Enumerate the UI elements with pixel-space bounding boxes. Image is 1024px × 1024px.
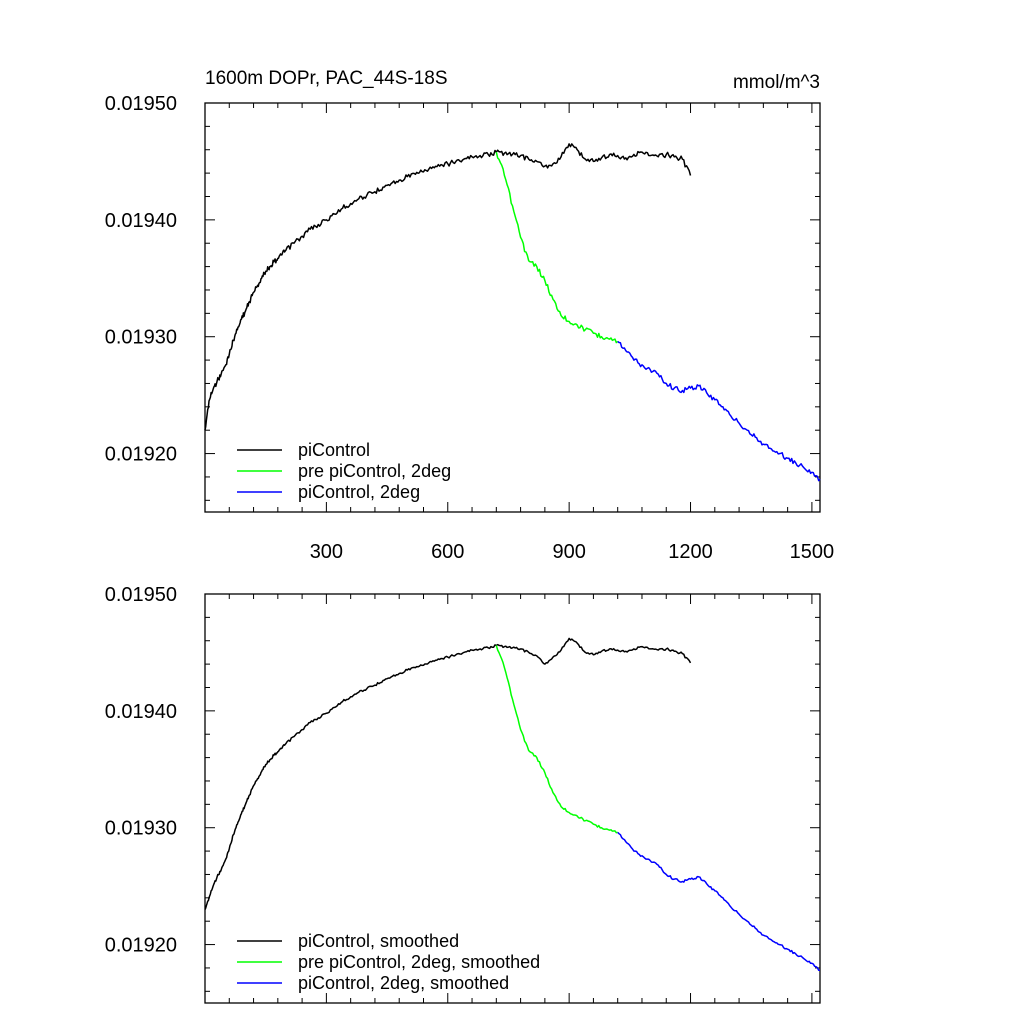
x-tick-label: 1200 <box>668 541 713 563</box>
legend: piControl pre piControl, 2deg piControl,… <box>237 440 451 502</box>
legend-label: piControl, smoothed <box>298 931 459 951</box>
y-tick-label: 0.01920 <box>105 935 177 957</box>
units-label: mmol/m^3 <box>733 72 820 93</box>
y-tick-label: 0.01930 <box>105 327 177 349</box>
x-tick-label: 900 <box>552 541 585 563</box>
series-line <box>204 637 692 910</box>
series-line <box>617 831 820 972</box>
legend-label: piControl, 2deg, smoothed <box>298 973 509 993</box>
legend-label: piControl, 2deg <box>298 482 420 502</box>
y-tick-label: 0.01930 <box>105 818 177 840</box>
plot-frame <box>204 102 821 513</box>
y-axis-tick-labels: 0.01920 0.01930 0.01940 0.01950 <box>105 93 177 466</box>
chart-title: 1600m DOPr, PAC_44S-18S <box>205 68 448 89</box>
x-tick-label: 600 <box>431 541 464 563</box>
y-axis-tick-labels: 0.01920 0.01930 0.01940 0.01950 <box>105 584 177 957</box>
legend-label: pre piControl, 2deg <box>298 461 451 481</box>
legend-label: piControl <box>298 440 370 460</box>
series-line <box>617 340 821 482</box>
x-tick-label: 1500 <box>790 541 835 563</box>
y-tick-label: 0.01920 <box>105 444 177 466</box>
y-tick-label: 0.01940 <box>105 701 177 723</box>
y-tick-label: 0.01940 <box>105 210 177 232</box>
series-line <box>495 151 619 344</box>
axis-ticks <box>205 593 820 1003</box>
series-line <box>495 645 618 834</box>
series-lines <box>204 637 820 972</box>
x-axis-tick-labels: 300 600 900 1200 1500 <box>310 541 834 563</box>
y-tick-label: 0.01950 <box>105 584 177 606</box>
legend: piControl, smoothed pre piControl, 2deg,… <box>237 931 540 993</box>
x-tick-label: 300 <box>310 541 343 563</box>
legend-label: pre piControl, 2deg, smoothed <box>298 952 540 972</box>
bottom-panel: 0.01920 0.01930 0.01940 0.01950 piContro… <box>105 584 821 1004</box>
series-line <box>204 143 692 431</box>
series-lines <box>204 143 821 482</box>
plot-frame <box>204 593 821 1004</box>
y-tick-label: 0.01950 <box>105 93 177 115</box>
top-panel: 1600m DOPr, PAC_44S-18S mmol/m^3 300 600… <box>105 68 834 563</box>
